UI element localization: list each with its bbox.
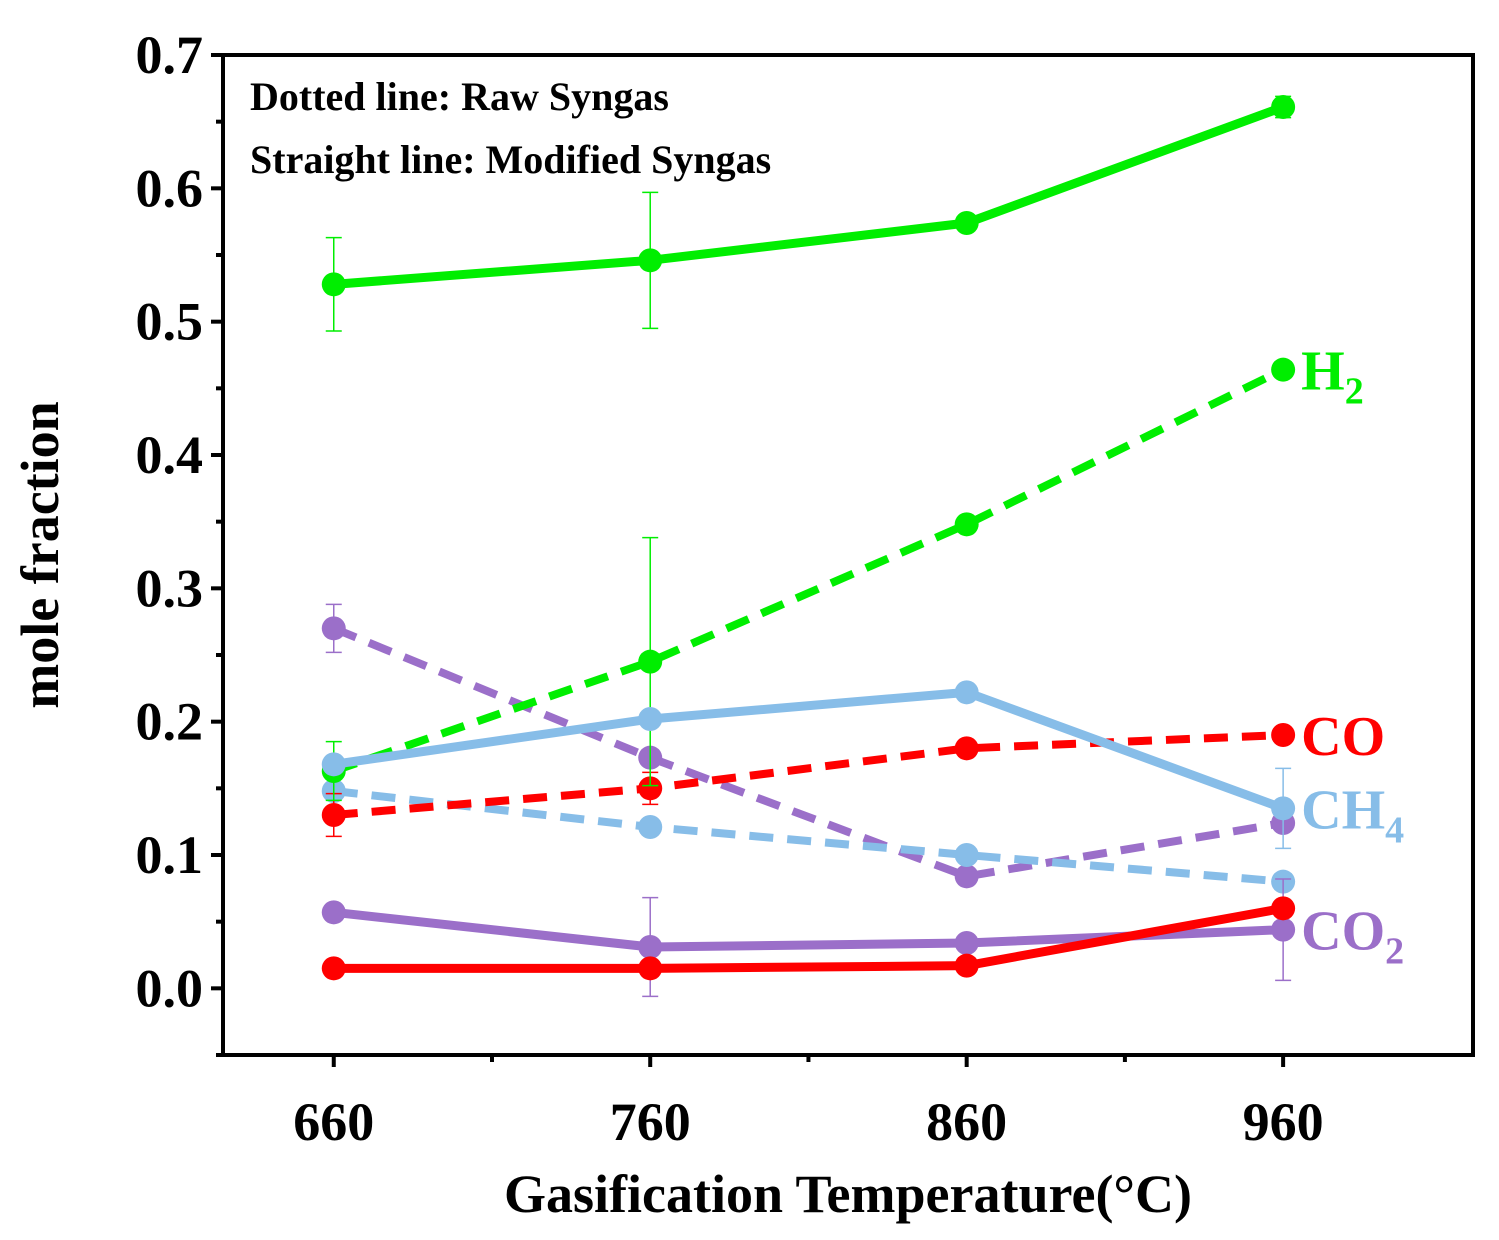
data-point xyxy=(1271,723,1296,747)
data-point xyxy=(638,956,663,981)
y-tick-label: 0.7 xyxy=(136,25,204,85)
series-line-co2-raw xyxy=(332,624,1284,881)
data-point xyxy=(954,843,979,867)
series-label: CH4 xyxy=(1301,779,1404,851)
data-point xyxy=(1271,896,1296,921)
series-line-ch4-mod xyxy=(333,687,1285,813)
y-tick-label: 0.2 xyxy=(136,692,204,752)
series-label-subscript: 2 xyxy=(1345,371,1364,413)
series-co-mod xyxy=(321,896,1296,981)
data-point xyxy=(321,803,346,827)
data-point xyxy=(1271,917,1296,942)
plot-frame xyxy=(221,53,1475,1057)
data-point xyxy=(638,707,663,731)
series-label: CO xyxy=(1301,706,1385,768)
x-tick-label: 660 xyxy=(293,1092,374,1152)
series-label-name: CH xyxy=(1301,779,1385,841)
data-point xyxy=(638,935,663,959)
annotation-dotted: Dotted line: Raw Syngas xyxy=(250,74,669,119)
x-tick-label: 860 xyxy=(926,1092,1007,1152)
series-line-h2-raw xyxy=(332,366,1285,775)
axis-layer: 0.0 0.1 0.2 0.3 0.4 0.5 0.6 0.7 660 760 860 960 xyxy=(136,25,1324,1152)
y-tick-label: 0.5 xyxy=(136,292,204,352)
data-point xyxy=(1271,95,1296,119)
series-layer xyxy=(321,95,1296,998)
y-tick-label: 0.4 xyxy=(136,425,204,485)
series-h2-mod xyxy=(321,95,1296,332)
series-ch4-raw xyxy=(321,779,1296,894)
data-point xyxy=(321,956,346,981)
series-label-subscript: 4 xyxy=(1385,809,1404,851)
data-point xyxy=(954,931,979,955)
series-label-name: CO xyxy=(1301,706,1385,768)
data-point xyxy=(638,649,663,674)
data-point xyxy=(954,211,979,235)
series-line-ch4-raw xyxy=(333,787,1284,886)
data-point xyxy=(638,815,663,839)
data-point xyxy=(638,248,663,273)
data-point xyxy=(321,616,346,641)
y-tick-label: 0.0 xyxy=(136,958,204,1018)
series-line-co-raw xyxy=(333,731,1284,819)
y-axis-title: mole fraction xyxy=(10,401,70,708)
series-label: H2 xyxy=(1301,341,1364,413)
data-point xyxy=(1271,796,1296,821)
data-point xyxy=(954,680,979,705)
data-point xyxy=(321,272,346,297)
y-tick-label: 0.3 xyxy=(136,558,204,618)
data-point xyxy=(638,776,663,801)
data-point xyxy=(954,953,979,978)
series-co2-mod xyxy=(321,878,1296,998)
series-label-name: CO xyxy=(1301,901,1385,963)
data-point xyxy=(321,752,346,777)
series-co-raw xyxy=(321,723,1296,838)
series-label-name: H xyxy=(1301,341,1345,403)
series-ch4-mod xyxy=(321,680,1296,850)
x-tick-label: 760 xyxy=(610,1092,691,1152)
series-label-subscript: 2 xyxy=(1385,931,1404,973)
data-point xyxy=(954,864,979,889)
series-label: CO2 xyxy=(1301,901,1404,973)
annotation-straight: Straight line: Modified Syngas xyxy=(250,137,771,182)
series-h2-raw xyxy=(321,357,1296,802)
y-tick-label: 0.1 xyxy=(136,825,204,885)
data-point xyxy=(954,512,979,537)
x-axis-title: Gasification Temperature(°C) xyxy=(504,1164,1192,1224)
series-line-h2-mod xyxy=(333,102,1285,289)
data-point xyxy=(1271,357,1296,382)
data-point xyxy=(321,900,346,925)
data-point xyxy=(954,736,979,761)
x-tick-label: 960 xyxy=(1243,1092,1324,1152)
y-tick-label: 0.6 xyxy=(136,158,204,218)
series-line-co-mod xyxy=(333,903,1284,973)
